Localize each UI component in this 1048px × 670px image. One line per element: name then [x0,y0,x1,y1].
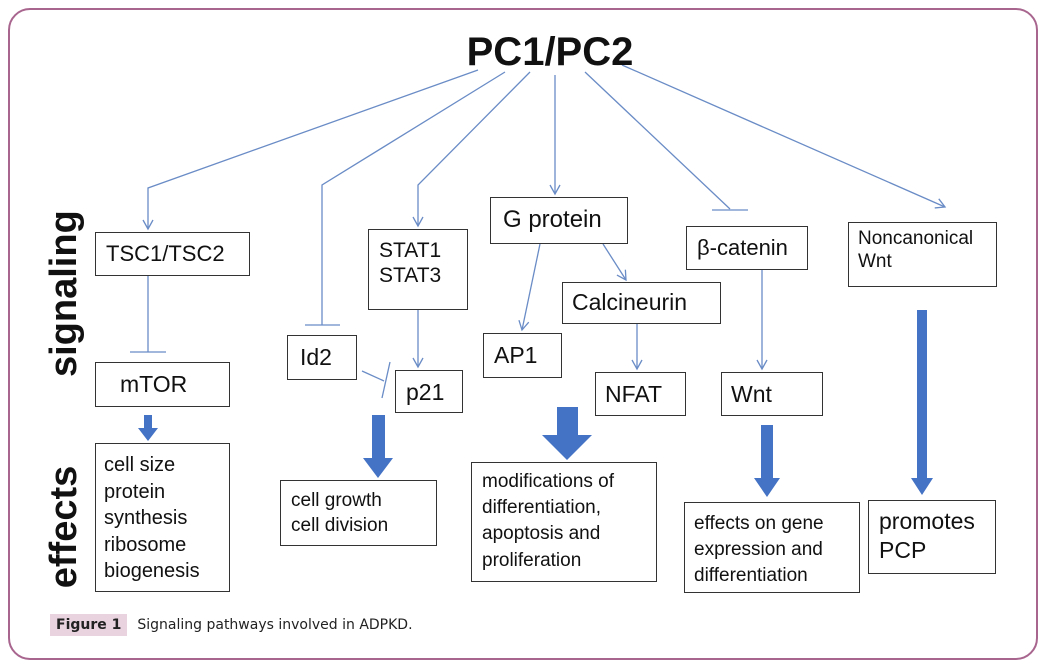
thick-arrow-nfat-effects [542,407,592,460]
arrow-pc-to-tsc [142,69,479,231]
node-label: TSC1/TSC2 [106,241,225,266]
inhibit-pc-to-bcatenin [584,71,731,210]
inhibit-pc-to-id2 [321,71,506,325]
effect-line: PCP [879,536,927,563]
node-noncanonical-wnt: Noncanonical Wnt [848,222,997,287]
effects-gprotein: modifications of differentiation, apopto… [471,462,657,582]
effect-line: expression and [694,539,823,561]
node-p21: p21 [395,370,463,413]
effect-line: differentiation [694,565,808,587]
caption-label: Figure 1 [50,614,128,636]
inhibit-bar-p21 [381,361,391,399]
node-g-protein: G protein [490,197,628,244]
arrow-pc-to-stat [412,71,531,228]
side-label-effects: effects [43,465,85,589]
node-label: p21 [406,379,445,405]
arrow-gprotein-to-ap1 [518,243,541,332]
thick-arrow-noncanonical-effects [911,310,933,495]
node-wnt: Wnt [721,372,823,416]
node-beta-catenin: β-catenin [686,226,808,270]
node-label: Noncanonical [858,228,974,249]
node-label: β-catenin [697,235,788,260]
node-label: Calcineurin [572,289,688,315]
node-label: AP1 [494,342,538,368]
node-label: Wnt [731,381,772,407]
caption-text: Signaling pathways involved in ADPKD. [137,617,413,633]
diagram-title: PC1/PC2 [466,30,634,74]
effect-line: modifications of [482,471,615,492]
effect-line: apoptosis and [482,523,601,545]
effect-line: cell size [104,454,176,476]
node-label: G protein [503,206,602,233]
node-label: STAT3 [379,264,442,288]
node-stat: STAT1 STAT3 [368,229,468,310]
figure-caption: Figure 1 Signaling pathways involved in A… [50,614,413,636]
effect-line: ribosome [104,533,187,556]
side-label-signaling: signaling [43,210,85,377]
thick-arrow-mtor-effects [138,415,158,441]
effect-line: synthesis [104,507,188,530]
node-calcineurin: Calcineurin [562,282,721,324]
arrow-gprotein-to-calcineurin [602,243,627,282]
effects-mtor: cell size protein synthesis ribosome bio… [95,443,230,592]
effect-line: cell division [291,514,389,536]
thick-arrow-wnt-effects [754,425,780,497]
node-nfat: NFAT [595,372,686,416]
effects-wnt: effects on gene expression and different… [684,502,860,593]
node-mtor: mTOR [95,362,230,407]
effect-line: protein [104,480,166,503]
node-id2: Id2 [287,335,357,380]
node-label: NFAT [605,381,663,407]
effect-line: proliferation [482,549,582,571]
effect-line: biogenesis [104,560,200,583]
node-label: Id2 [300,344,332,370]
effect-line: effects on gene [694,513,824,534]
effect-line: promotes [879,508,975,534]
arrow-pc-to-noncanonical [621,64,947,209]
inhibit-id2-to-p21 [361,370,385,382]
node-label: mTOR [120,371,188,397]
node-label: STAT1 [379,239,442,262]
node-tsc1-tsc2: TSC1/TSC2 [95,232,250,276]
effect-line: differentiation, [482,497,602,519]
effect-line: cell growth [291,490,382,511]
thick-arrow-p21-effects [363,415,393,478]
effects-p21: cell growth cell division [280,480,437,546]
figure-frame [8,8,1038,660]
effects-noncanonical: promotes PCP [868,500,996,574]
node-ap1: AP1 [483,333,562,378]
node-label: Wnt [858,250,892,272]
